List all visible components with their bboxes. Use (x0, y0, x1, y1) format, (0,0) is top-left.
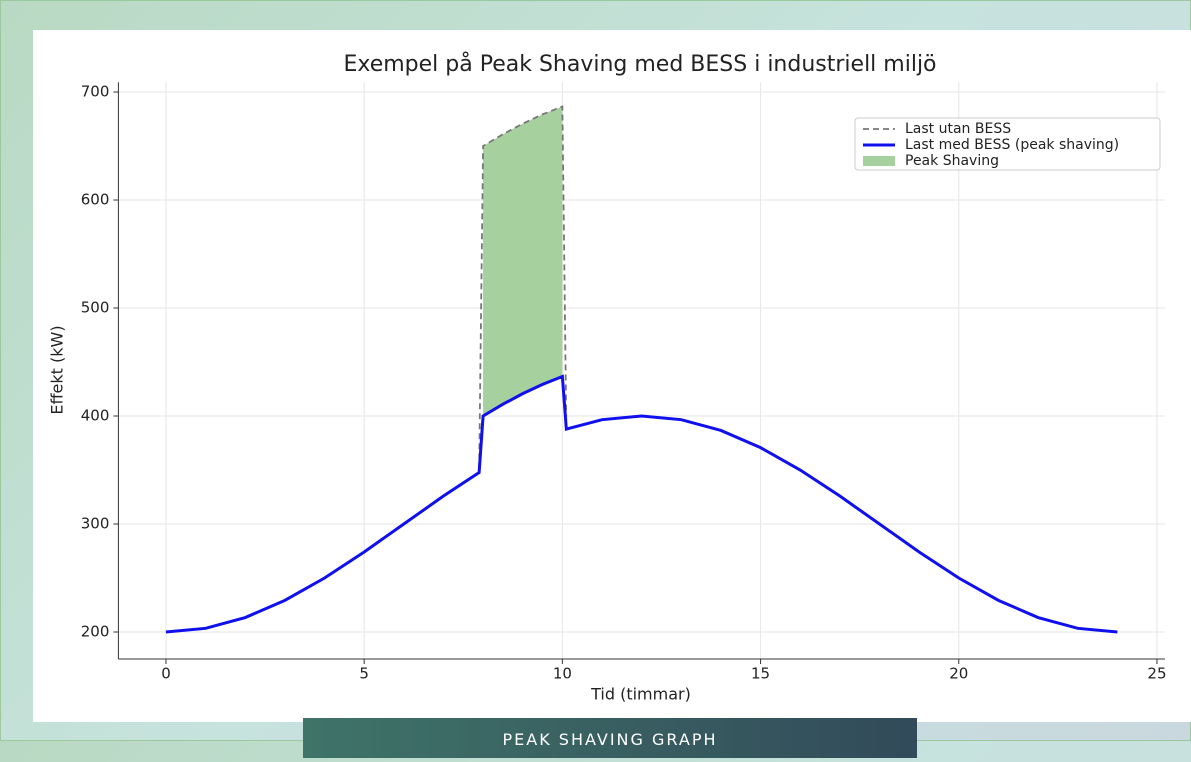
x-tick-label: 25 (1147, 665, 1166, 683)
x-tick-label: 10 (553, 665, 572, 683)
series-line (165, 105, 1118, 633)
x-tick-label: 20 (949, 665, 968, 683)
x-tick-label: 5 (359, 665, 369, 683)
caption: PEAK SHAVING GRAPH (303, 718, 917, 758)
legend-label: Peak Shaving (905, 153, 999, 169)
legend-label: Last utan BESS (905, 121, 1011, 137)
peak-shaving-area (483, 106, 563, 417)
y-tick-label: 400 (81, 407, 110, 425)
y-tick-label: 700 (81, 83, 110, 101)
x-axis-label: Tid (timmar) (590, 685, 691, 704)
x-tick-label: 15 (751, 665, 770, 683)
chart: Exempel på Peak Shaving med BESS i indus… (48, 51, 1167, 704)
y-tick-label: 600 (81, 191, 110, 209)
legend-box (854, 117, 1161, 171)
y-axis-label: Effekt (kW) (48, 325, 67, 414)
y-tick-label: 300 (81, 515, 110, 533)
legend-swatch (863, 156, 895, 166)
series-line (165, 374, 1118, 634)
legend-label: Last med BESS (peak shaving) (905, 137, 1119, 153)
chart-title: Exempel på Peak Shaving med BESS i indus… (343, 51, 936, 77)
y-tick-label: 200 (81, 623, 110, 641)
x-tick-label: 0 (161, 665, 171, 683)
y-tick-label: 500 (81, 299, 110, 317)
